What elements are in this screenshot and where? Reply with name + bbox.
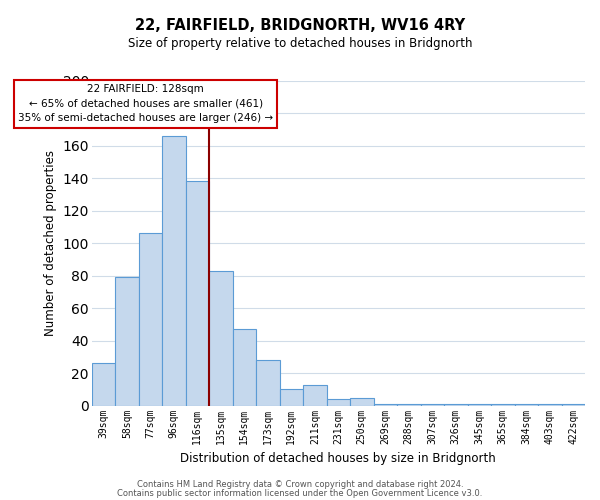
Bar	[515, 404, 538, 406]
Bar	[538, 404, 562, 406]
Bar	[92, 364, 115, 406]
X-axis label: Distribution of detached houses by size in Bridgnorth: Distribution of detached houses by size …	[181, 452, 496, 465]
Bar	[491, 404, 515, 406]
Bar	[256, 360, 280, 406]
Bar	[421, 404, 444, 406]
Bar	[303, 384, 326, 406]
Bar	[326, 399, 350, 406]
Bar	[562, 404, 585, 406]
Bar	[467, 404, 491, 406]
Bar	[115, 277, 139, 406]
Bar	[162, 136, 185, 406]
Bar	[280, 390, 303, 406]
Bar	[139, 234, 162, 406]
Bar	[350, 398, 374, 406]
Text: 22, FAIRFIELD, BRIDGNORTH, WV16 4RY: 22, FAIRFIELD, BRIDGNORTH, WV16 4RY	[135, 18, 465, 32]
Text: 22 FAIRFIELD: 128sqm
← 65% of detached houses are smaller (461)
35% of semi-deta: 22 FAIRFIELD: 128sqm ← 65% of detached h…	[18, 84, 273, 124]
Text: Contains public sector information licensed under the Open Government Licence v3: Contains public sector information licen…	[118, 490, 482, 498]
Bar	[185, 182, 209, 406]
Bar	[444, 404, 467, 406]
Bar	[233, 329, 256, 406]
Y-axis label: Number of detached properties: Number of detached properties	[44, 150, 57, 336]
Bar	[209, 270, 233, 406]
Text: Size of property relative to detached houses in Bridgnorth: Size of property relative to detached ho…	[128, 38, 472, 51]
Bar	[397, 404, 421, 406]
Bar	[374, 404, 397, 406]
Text: Contains HM Land Registry data © Crown copyright and database right 2024.: Contains HM Land Registry data © Crown c…	[137, 480, 463, 489]
